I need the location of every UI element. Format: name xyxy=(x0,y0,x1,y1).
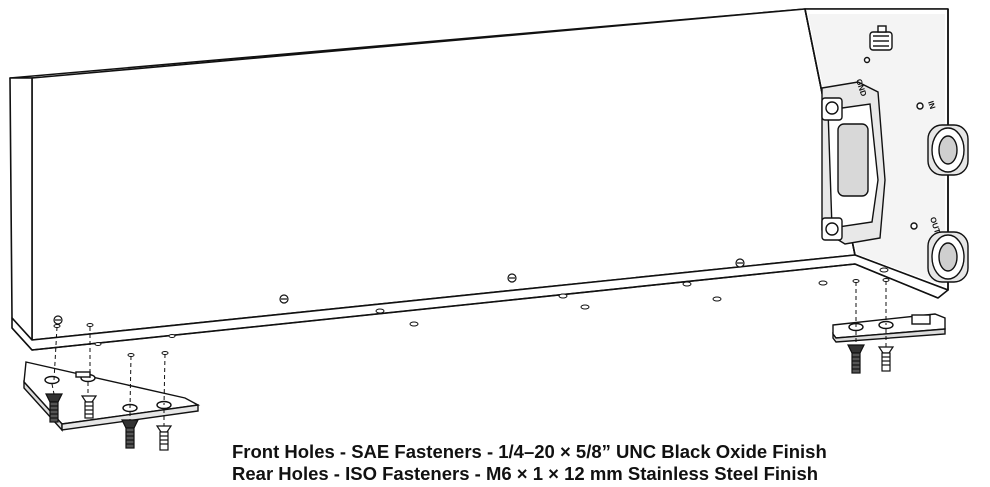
in-port-label: IN xyxy=(926,100,937,111)
front-mounting-bracket xyxy=(23,361,201,432)
fastener-caption: Front Holes - SAE Fasteners - 1/4–20 × 5… xyxy=(232,441,972,485)
bolt-icon xyxy=(80,395,98,419)
right-end-features xyxy=(821,25,969,283)
bolt-icon xyxy=(155,425,173,451)
bolt-icon xyxy=(847,344,865,374)
front-holes-caption: Front Holes - SAE Fasteners - 1/4–20 × 5… xyxy=(232,441,827,462)
front-sae-fasteners xyxy=(45,393,173,451)
in-port-fitting-icon xyxy=(927,124,969,176)
out-port-fitting-icon xyxy=(927,231,969,283)
side-panel-screws xyxy=(53,258,745,325)
screw-icon xyxy=(735,258,745,268)
bottom-plate-holes xyxy=(94,267,889,346)
alignment-lines xyxy=(51,281,887,426)
connector-housing-icon xyxy=(821,81,886,245)
enclosure-side-panel xyxy=(31,8,856,341)
bolt-icon xyxy=(121,419,139,449)
enclosure-left-end xyxy=(9,77,33,341)
rear-mounting-bracket xyxy=(832,313,946,343)
screw-icon xyxy=(507,273,517,283)
enclosure-body xyxy=(9,8,949,351)
screw-icon xyxy=(53,315,63,325)
screw-icon xyxy=(279,294,289,304)
bolt-icon xyxy=(45,393,63,423)
rear-iso-fasteners xyxy=(847,344,895,374)
rear-holes-caption: Rear Holes - ISO Fasteners - M6 × 1 × 12… xyxy=(232,463,819,484)
top-fitting-icon xyxy=(869,25,893,51)
bolt-icon xyxy=(877,346,895,372)
